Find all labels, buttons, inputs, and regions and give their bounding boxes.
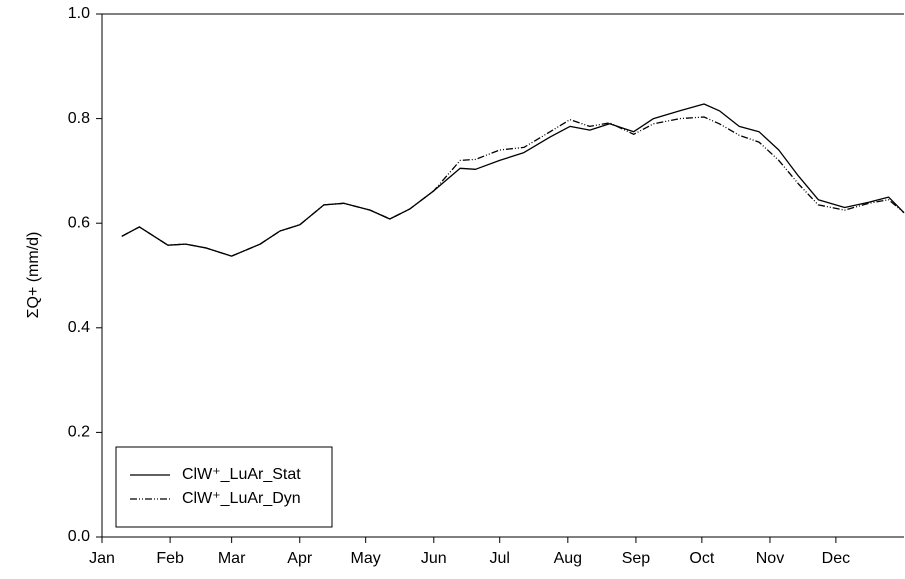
x-tick-label: Jun <box>421 550 447 567</box>
x-tick-label: Feb <box>156 550 184 567</box>
y-axis-label: ΣQ+ (mm/d) <box>25 232 42 319</box>
legend-label: ClW⁺_LuAr_Stat <box>182 466 301 483</box>
x-tick-label: Apr <box>287 550 313 567</box>
y-tick-label: 0.4 <box>68 319 90 336</box>
x-tick-label: Nov <box>756 550 784 567</box>
y-tick-label: 0.2 <box>68 424 90 441</box>
y-tick-label: 0.8 <box>68 110 90 127</box>
line-series <box>121 116 905 257</box>
x-tick-label: Sep <box>622 550 651 567</box>
x-tick-label: Mar <box>218 550 246 567</box>
x-tick-label: Oct <box>689 550 714 567</box>
y-tick-label: 1.0 <box>68 5 90 22</box>
legend-label: ClW⁺_LuAr_Dyn <box>182 490 301 507</box>
legend-box <box>115 446 333 528</box>
x-tick-label: May <box>351 550 381 567</box>
x-tick-label: Jul <box>489 550 509 567</box>
x-tick-label: Jan <box>89 550 115 567</box>
x-tick-label: Dec <box>822 550 850 567</box>
line-series <box>121 103 905 257</box>
y-tick-label: 0.6 <box>68 214 90 231</box>
x-tick-label: Aug <box>554 550 582 567</box>
y-tick-label: 0.0 <box>68 528 90 545</box>
